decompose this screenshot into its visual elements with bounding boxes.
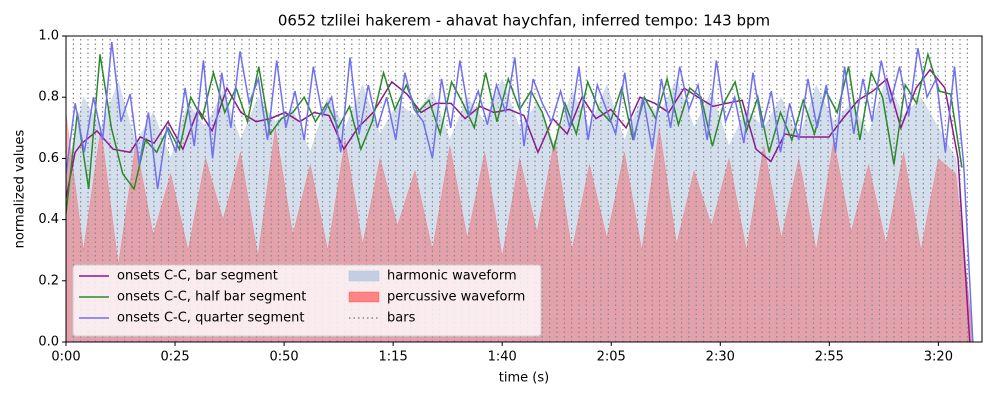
x-tick-label: 1:15 [379, 350, 408, 365]
onset-line [66, 68, 971, 342]
axes-frame [65, 35, 983, 343]
x-axis-label: time (s) [499, 371, 549, 386]
legend: onsets C-C, bar segment onsets C-C, half … [72, 264, 542, 337]
y-tick-label: 0.2 [38, 273, 59, 288]
x-tick-label: 0:25 [160, 350, 189, 365]
x-tick-label: 2:30 [706, 350, 735, 365]
legend-box [72, 264, 542, 337]
y-axis-label: normalized values [13, 129, 28, 248]
y-tick-label: 0.0 [38, 335, 59, 350]
onset-line [66, 42, 974, 342]
chart-title: 0652 tzlilei hakerem - ahavat haychfan, … [278, 12, 770, 30]
onset-line [66, 51, 963, 214]
legend-handle [348, 291, 380, 303]
legend-label: onsets C-C, bar segment [117, 269, 278, 284]
y-tick-label: 0.6 [38, 151, 59, 166]
legend-handle [348, 270, 380, 282]
x-tick-label: 3:20 [924, 350, 953, 365]
y-tick-label: 1.0 [38, 29, 59, 44]
legend-label: harmonic waveform [387, 269, 517, 284]
x-tick-label: 2:05 [597, 350, 626, 365]
x-tick-label: 0:50 [269, 350, 298, 365]
y-tick-label: 0.4 [38, 212, 59, 227]
legend-label: percussive waveform [387, 290, 525, 305]
legend-label: onsets C-C, quarter segment [117, 311, 304, 326]
legend-label: bars [387, 311, 416, 326]
x-tick-label: 1:40 [488, 350, 517, 365]
x-tick-label: 2:55 [815, 350, 844, 365]
y-tick-label: 0.8 [38, 90, 59, 105]
legend-label: onsets C-C, half bar segment [117, 290, 306, 305]
x-tick-label: 0:00 [51, 350, 80, 365]
